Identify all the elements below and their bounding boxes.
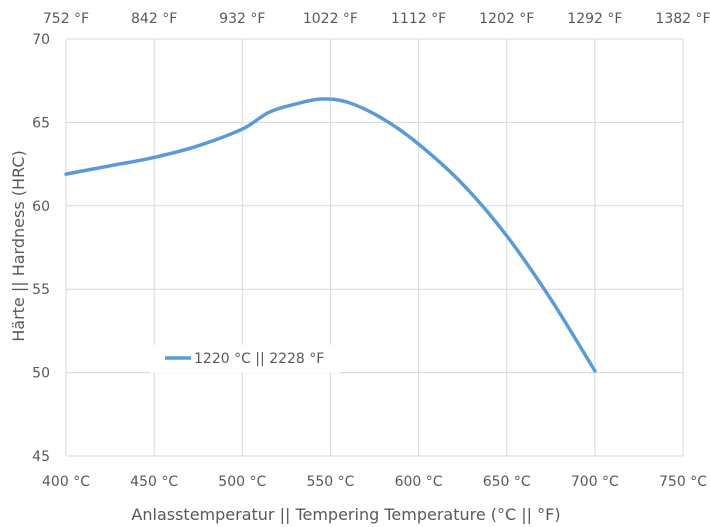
x-axis-tick-labels: 400 °C 450 °C 500 °C 550 °C 600 °C 650 °C 700 … [42, 474, 707, 490]
x2-tick-label: 752 °F [43, 11, 89, 27]
x-tick-label: 500 °C [218, 474, 266, 490]
legend-label: 1220 °C || 2228 °F [194, 351, 324, 367]
y-tick-label: 65 [32, 115, 50, 131]
y-tick-label: 50 [32, 366, 50, 382]
x-tick-label: 750 °C [659, 474, 707, 490]
x-tick-label: 550 °C [306, 474, 354, 490]
x2-tick-label: 1202 °F [479, 11, 534, 27]
x-tick-label: 400 °C [42, 474, 90, 490]
legend: 1220 °C || 2228 °F [150, 345, 340, 373]
series-line-0 [64, 97, 597, 373]
x-tick-label: 450 °C [130, 474, 178, 490]
x2-axis-tick-labels: 752 °F 842 °F 932 °F 1022 °F 1112 °F 1202 °F 1… [43, 11, 710, 27]
x2-tick-label: 1382 °F [655, 11, 710, 27]
y-tick-label: 70 [32, 32, 50, 48]
x-tick-label: 650 °C [483, 474, 531, 490]
x-tick-label: 700 °C [571, 474, 619, 490]
y-tick-label: 60 [32, 199, 50, 215]
series-layer [64, 97, 597, 373]
x-tick-label: 600 °C [395, 474, 443, 490]
x-axis-title: Anlasstemperatur || Tempering Temperatur… [131, 505, 560, 524]
x2-tick-label: 842 °F [131, 11, 177, 27]
y-tick-label: 45 [32, 449, 50, 465]
y-axis-tick-labels: 45 50 55 60 65 70 [32, 32, 50, 465]
y-tick-label: 55 [32, 282, 50, 298]
gridlines [65, 38, 684, 457]
y-axis-title: Härte || Hardness (HRC) [9, 150, 28, 342]
x2-tick-label: 1022 °F [303, 11, 358, 27]
x2-tick-label: 1292 °F [567, 11, 622, 27]
x2-tick-label: 932 °F [219, 11, 265, 27]
x2-tick-label: 1112 °F [391, 11, 446, 27]
